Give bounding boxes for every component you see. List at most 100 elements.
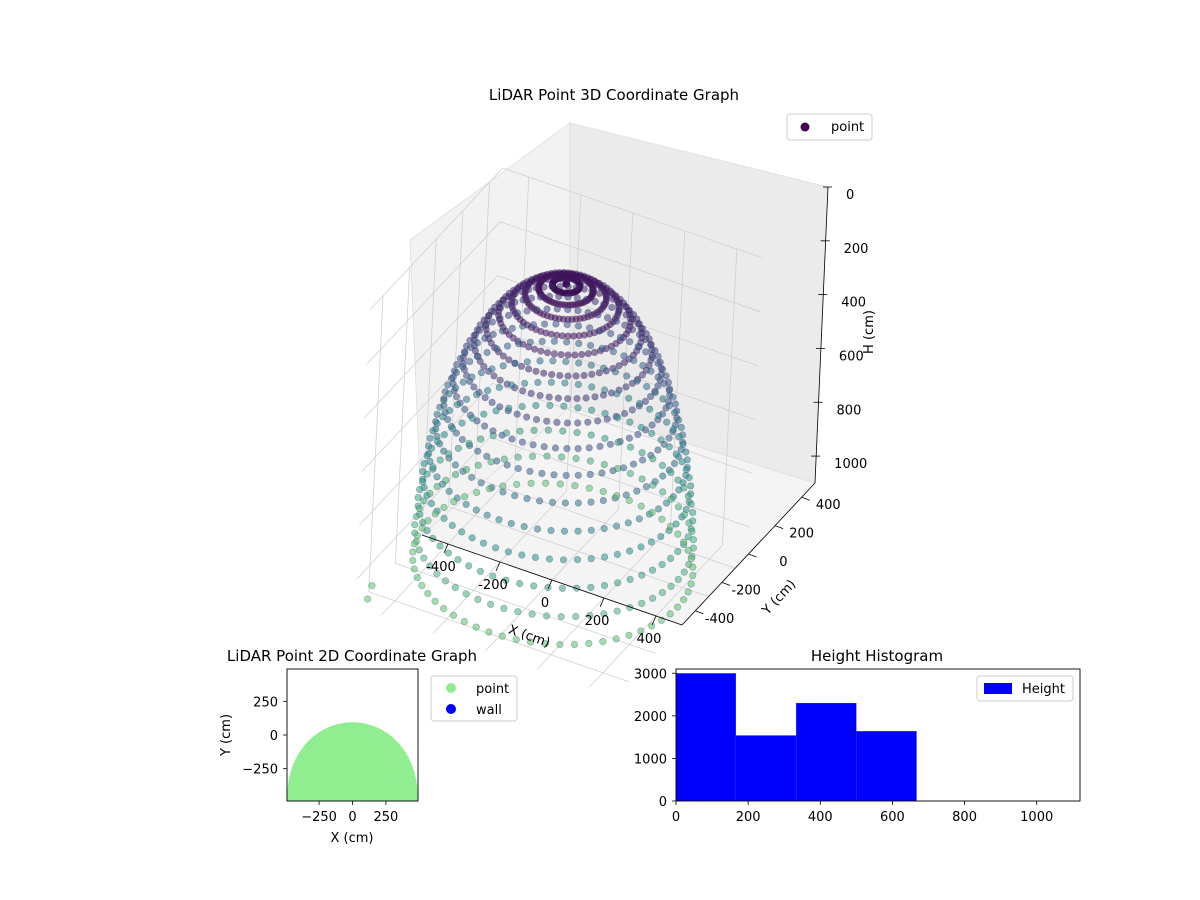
y-tick-label-2d: −250 [242,763,278,778]
point-3d [559,427,567,435]
point-3d [505,293,513,301]
point-3d [584,350,592,358]
point-3d [490,308,498,316]
point-3d [585,444,593,452]
point-3d [648,594,657,602]
point-3d [564,275,572,284]
point-3d [433,437,441,445]
point-3d [599,637,607,646]
y-axis-label-2d: Y (cm) [219,714,234,757]
point-3d [424,517,432,525]
point-3d [613,607,621,615]
point-3d [672,520,680,528]
point-3d [607,330,615,338]
point-3d [416,486,424,494]
point-3d [666,522,675,531]
point-3d [648,566,657,574]
point-3d [481,422,489,430]
point-3d [514,464,522,473]
point-3d [658,560,666,569]
point-3d [659,488,667,496]
point-3d [574,419,582,427]
point-3d [518,551,526,559]
point-3d [613,390,621,398]
x-tick-label-2d: −250 [301,810,337,825]
plot-area-2d [287,722,418,801]
point-3d [420,497,428,505]
point-3d [483,452,491,460]
point-3d [616,333,625,342]
histogram-x-tick-label: 200 [736,810,761,825]
point-3d [483,511,491,519]
point-3d [444,549,453,557]
point-3d [433,483,441,491]
point-3d [689,508,697,517]
point-3d [564,293,572,301]
point-3d [538,469,546,478]
point-3d [413,573,421,582]
point-3d [639,362,647,370]
point-3d [456,355,464,363]
point-3d [507,519,515,528]
grid-z-back [492,382,753,474]
z-axis-line [814,186,829,484]
point-3d [682,466,690,474]
point-3d [654,359,662,367]
point-3d [674,575,682,584]
point-3d [498,632,506,640]
legend-2d-marker-wall [446,704,456,714]
legend-2d-label-point: point [476,682,509,697]
point-3d [626,443,635,451]
point-3d [479,539,488,547]
point-3d [600,610,608,618]
point-3d [519,387,527,395]
point-3d [621,321,629,329]
point-3d [462,590,470,598]
point-3d [666,554,675,563]
x-tick [651,615,657,626]
point-3d [458,419,466,427]
point-3d [453,393,461,401]
point-3d [578,277,586,286]
point-3d [465,562,473,570]
point-3d [623,372,631,380]
point-3d [562,357,570,366]
point-3d [524,365,533,373]
point-3d [574,404,582,412]
point-3d [410,540,419,548]
point-3d [594,311,602,319]
point-3d [654,352,662,361]
point-3d [526,338,534,346]
point-3d [626,603,634,612]
point-3d [580,371,588,380]
point-3d [684,533,692,541]
point-3d [599,496,607,505]
point-3d [500,604,508,613]
point-3d [612,492,621,500]
point-3d [556,480,564,488]
point-3d [674,503,683,511]
point-3d [427,444,436,452]
point-3d [514,608,522,616]
point-3d [536,357,544,365]
point-3d [641,335,650,344]
point-3d [532,367,540,375]
point-3d [665,386,673,394]
point-3d [574,471,582,479]
point-3d [468,414,477,422]
point-3d [473,391,481,399]
point-3d [628,406,636,414]
point-3d [419,478,427,486]
point-3d [531,278,539,286]
point-3d [368,582,376,590]
legend-histogram-label: Height [1022,682,1065,697]
point-3d [518,402,526,411]
point-3d [669,393,677,401]
point-3d [599,488,607,496]
point-3d [572,284,580,292]
legend-histogram: Height [976,675,1074,702]
point-3d [601,409,609,418]
point-3d [466,337,474,345]
point-3d [596,326,605,335]
histogram-x-tick-label: 1000 [1020,810,1053,825]
